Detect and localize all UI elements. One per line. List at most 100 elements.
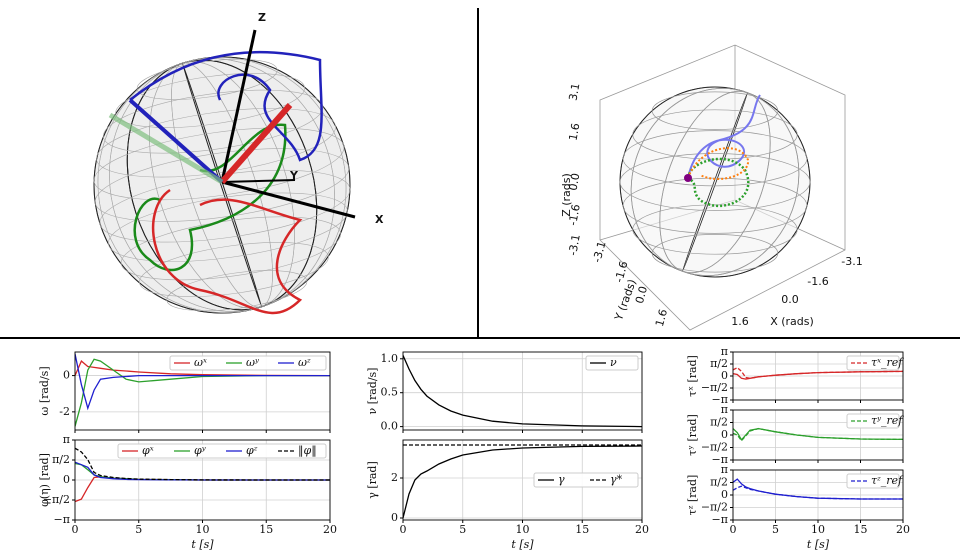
legend-label: φˣ (142, 444, 154, 457)
plot-area (733, 366, 903, 380)
chart: −π−π/20π/2π τˣ [rad] τˣ_ref (686, 345, 904, 406)
y-tick-label: π (63, 433, 70, 446)
axis-arrow (221, 179, 296, 183)
parallel (632, 204, 798, 255)
axis-label: X (375, 213, 384, 226)
y-tick-label: −π (54, 513, 70, 526)
x-tick-label: 0 (730, 523, 737, 536)
legend-label: ωˣ (194, 356, 207, 369)
y-tick-label: -1.6 (612, 260, 630, 284)
z-tick-label: 0.0 (567, 172, 583, 191)
legend-label: τʸ_ref (871, 414, 904, 427)
trajectory (687, 94, 761, 179)
axis-arrow (220, 29, 257, 183)
x-tick-label: 20 (896, 523, 910, 536)
frame (402, 439, 643, 521)
legend-label: φᶻ (246, 444, 258, 457)
y-axis-label: γ [rad] (366, 461, 379, 499)
y-axis-label: ω [rad/s] (38, 366, 51, 415)
x-tick-label: 10 (811, 523, 825, 536)
legend-box (846, 473, 900, 489)
z-tick-label: -1.6 (566, 203, 583, 226)
parallel (94, 148, 350, 222)
frame (402, 351, 643, 431)
y-axis-label: τᶻ [rad] (686, 475, 699, 516)
series-line (733, 427, 903, 442)
x-tick-label: 1.6 (731, 315, 749, 328)
series-line (75, 358, 330, 427)
legend-box (169, 355, 327, 371)
plot-area (403, 355, 642, 428)
meridian (630, 87, 800, 277)
chart: −π−π/20π/2π τʸ [rad] τʸ_ref (686, 403, 904, 466)
y-tick-label: 0.5 (381, 386, 399, 399)
vector (128, 98, 224, 184)
parallel (622, 130, 808, 187)
parallel (139, 242, 329, 297)
y-tick-label: 0.0 (381, 420, 399, 433)
x-tick-label: 5 (135, 523, 142, 536)
plot-area (75, 353, 330, 427)
chart: 0.0 0.5 1.0ν [rad/s] ν (366, 351, 643, 433)
parallel (108, 192, 348, 262)
x-axis-label: t [s] (191, 538, 214, 551)
parallel (619, 153, 811, 211)
vector (219, 103, 293, 184)
series-line (403, 355, 642, 428)
frame (732, 409, 904, 461)
series-line (75, 447, 330, 481)
legend-label: γ* (610, 473, 623, 486)
legend-box (846, 413, 900, 429)
y-tick-label: 1.6 (653, 308, 670, 328)
y-tick-label: 0 (63, 369, 70, 382)
parallel (622, 177, 808, 234)
parallel (166, 270, 308, 312)
x-tick-label: 10 (516, 523, 530, 536)
series-line (75, 360, 330, 377)
parallel (651, 234, 779, 273)
trajectory (151, 188, 303, 315)
y-tick-label: -2 (59, 405, 70, 418)
y-tick-label: 0 (721, 488, 728, 501)
legend-label: ωᶻ (298, 356, 311, 369)
y-tick-label: π/2 (710, 476, 728, 489)
y-tick-label: −π (712, 393, 728, 406)
y-tick-label: −π/2 (701, 441, 728, 454)
axis-label: Z (rads) (560, 173, 573, 217)
x-tick-label: 15 (575, 523, 589, 536)
series-line (75, 353, 330, 411)
x-tick-label: 20 (635, 523, 649, 536)
z-tick-label: 3.1 (567, 82, 583, 101)
x-tick-label: 15 (854, 523, 868, 536)
x-tick-label: 20 (323, 523, 337, 536)
x-axis-label: t [s] (511, 538, 534, 551)
parallel (99, 169, 351, 243)
y-tick-label: -3.1 (590, 240, 608, 264)
vector (108, 112, 224, 185)
axis-label: X (rads) (770, 315, 814, 328)
plot-area (733, 478, 903, 500)
legend-label: φʸ (194, 444, 206, 457)
x-tick-label: 0 (400, 523, 407, 536)
chart: 0 5 10 15 20 0 2 γ [rad] t [s] γ γ* (366, 439, 649, 551)
x-tick-label: 5 (459, 523, 466, 536)
x-tick-label: 15 (259, 523, 273, 536)
x-tick-label: 10 (196, 523, 210, 536)
y-tick-label: 0.0 (633, 285, 650, 305)
y-tick-label: 0 (721, 428, 728, 441)
legend-label: ‖φ‖ (298, 444, 317, 458)
legend-box (117, 443, 327, 459)
y-tick-label: −π/2 (43, 493, 70, 506)
y-tick-label: π/2 (710, 357, 728, 370)
y-tick-label: 0 (63, 473, 70, 486)
y-tick-label: π (721, 345, 728, 358)
sphere (619, 86, 811, 278)
x-axis-label: t [s] (807, 538, 830, 551)
left-sphere: Z Y X (93, 11, 384, 315)
plot-area (403, 444, 642, 519)
z-tick-label: -3.1 (566, 233, 583, 256)
parallel (136, 58, 278, 100)
y-tick-label: 0 (391, 511, 398, 524)
